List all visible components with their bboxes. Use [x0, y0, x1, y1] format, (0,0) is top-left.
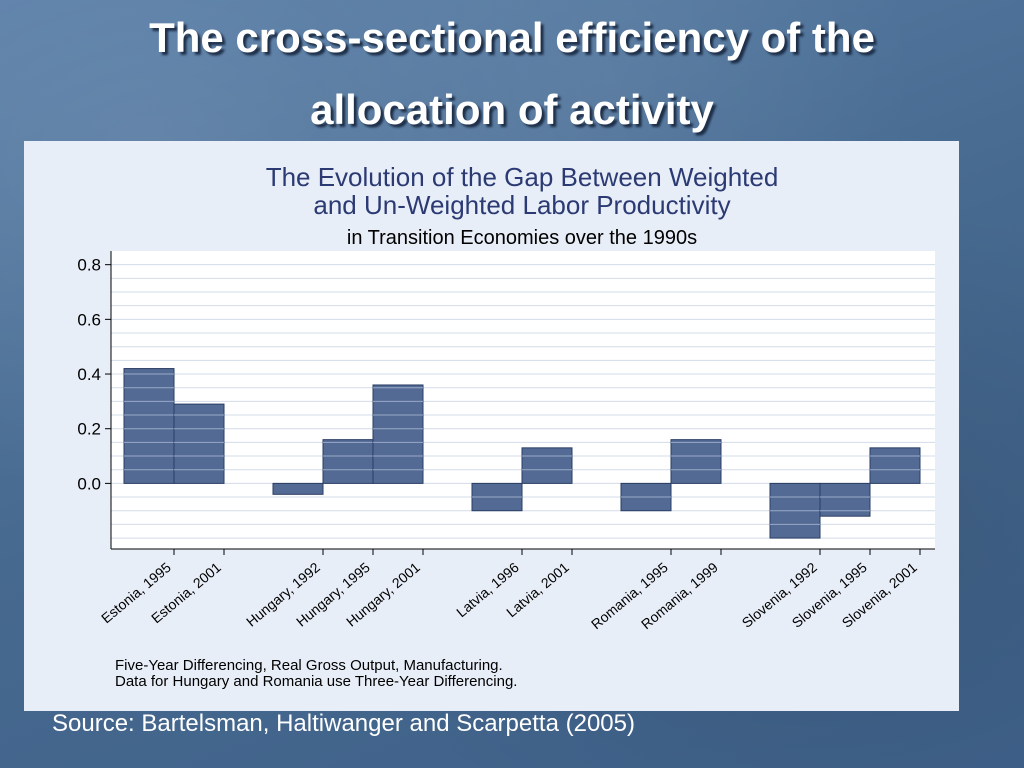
- chart-note-2: Data for Hungary and Romania use Three-Y…: [115, 673, 517, 690]
- y-tick-label: 0.8: [77, 256, 101, 275]
- y-tick-label: 0.0: [77, 474, 101, 493]
- chart-panel: The Evolution of the Gap Between Weighte…: [24, 141, 959, 711]
- bar: [272, 482, 324, 495]
- bar: [869, 447, 921, 484]
- bar: [670, 439, 722, 484]
- y-tick-label: 0.4: [77, 365, 101, 384]
- bar: [372, 384, 424, 484]
- bars: [123, 368, 921, 539]
- chart-subtitle: in Transition Economies over the 1990s: [347, 227, 697, 249]
- source-citation: Source: Bartelsman, Haltiwanger and Scar…: [52, 710, 635, 737]
- bar: [322, 439, 374, 484]
- chart-title-line2: and Un-Weighted Labor Productivity: [313, 190, 730, 220]
- bar-chart: The Evolution of the Gap Between Weighte…: [77, 162, 935, 690]
- grid-lines: [111, 264, 935, 539]
- y-tick-label: 0.2: [77, 420, 101, 439]
- slide-title-line2: allocation of activity: [310, 86, 714, 133]
- bar: [521, 447, 573, 484]
- chart-title-line1: The Evolution of the Gap Between Weighte…: [266, 162, 779, 192]
- y-tick-label: 0.6: [77, 310, 101, 329]
- bar: [173, 403, 225, 484]
- bar: [123, 368, 175, 484]
- chart-note-1: Five-Year Differencing, Real Gross Outpu…: [115, 657, 503, 674]
- slide-title: The cross-sectional efficiency of the al…: [0, 2, 1024, 146]
- bar: [819, 482, 871, 517]
- slide-title-line1: The cross-sectional efficiency of the: [149, 14, 875, 61]
